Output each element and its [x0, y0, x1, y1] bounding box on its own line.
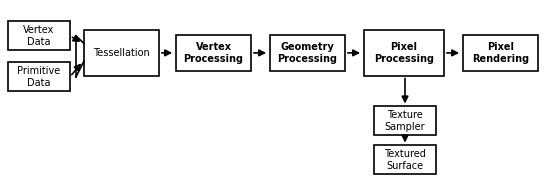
- Text: Vertex
Data: Vertex Data: [23, 25, 55, 47]
- FancyBboxPatch shape: [176, 35, 251, 71]
- FancyBboxPatch shape: [8, 21, 70, 50]
- FancyBboxPatch shape: [364, 30, 444, 76]
- FancyBboxPatch shape: [270, 35, 345, 71]
- FancyBboxPatch shape: [463, 35, 538, 71]
- FancyBboxPatch shape: [84, 30, 159, 76]
- FancyBboxPatch shape: [374, 106, 436, 135]
- Text: Textured
Surface: Textured Surface: [384, 149, 426, 171]
- Text: Geometry
Processing: Geometry Processing: [277, 42, 338, 64]
- FancyBboxPatch shape: [374, 145, 436, 174]
- Text: Vertex
Processing: Vertex Processing: [184, 42, 243, 64]
- Text: Primitive
Data: Primitive Data: [17, 66, 61, 88]
- Text: Pixel
Rendering: Pixel Rendering: [472, 42, 529, 64]
- FancyBboxPatch shape: [8, 62, 70, 91]
- Text: Texture
Sampler: Texture Sampler: [384, 110, 425, 132]
- Text: Pixel
Processing: Pixel Processing: [374, 42, 434, 64]
- Text: Tessellation: Tessellation: [93, 48, 150, 58]
